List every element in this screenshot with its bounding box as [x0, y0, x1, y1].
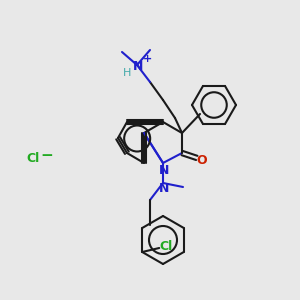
Text: +: + — [142, 54, 152, 64]
Text: O: O — [197, 154, 207, 166]
Text: −: − — [40, 148, 53, 163]
Text: N: N — [159, 182, 169, 196]
Text: H: H — [123, 68, 131, 78]
Text: N: N — [159, 164, 169, 176]
Text: Cl: Cl — [26, 152, 40, 164]
Text: Cl: Cl — [160, 239, 173, 253]
Text: N: N — [133, 59, 143, 73]
